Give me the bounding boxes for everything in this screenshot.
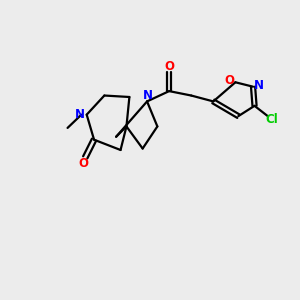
Text: N: N <box>75 108 85 121</box>
Text: O: O <box>224 74 235 87</box>
Text: N: N <box>254 79 264 92</box>
Text: O: O <box>79 157 89 170</box>
Text: O: O <box>164 60 174 73</box>
Text: Cl: Cl <box>266 112 279 126</box>
Text: N: N <box>142 89 153 102</box>
